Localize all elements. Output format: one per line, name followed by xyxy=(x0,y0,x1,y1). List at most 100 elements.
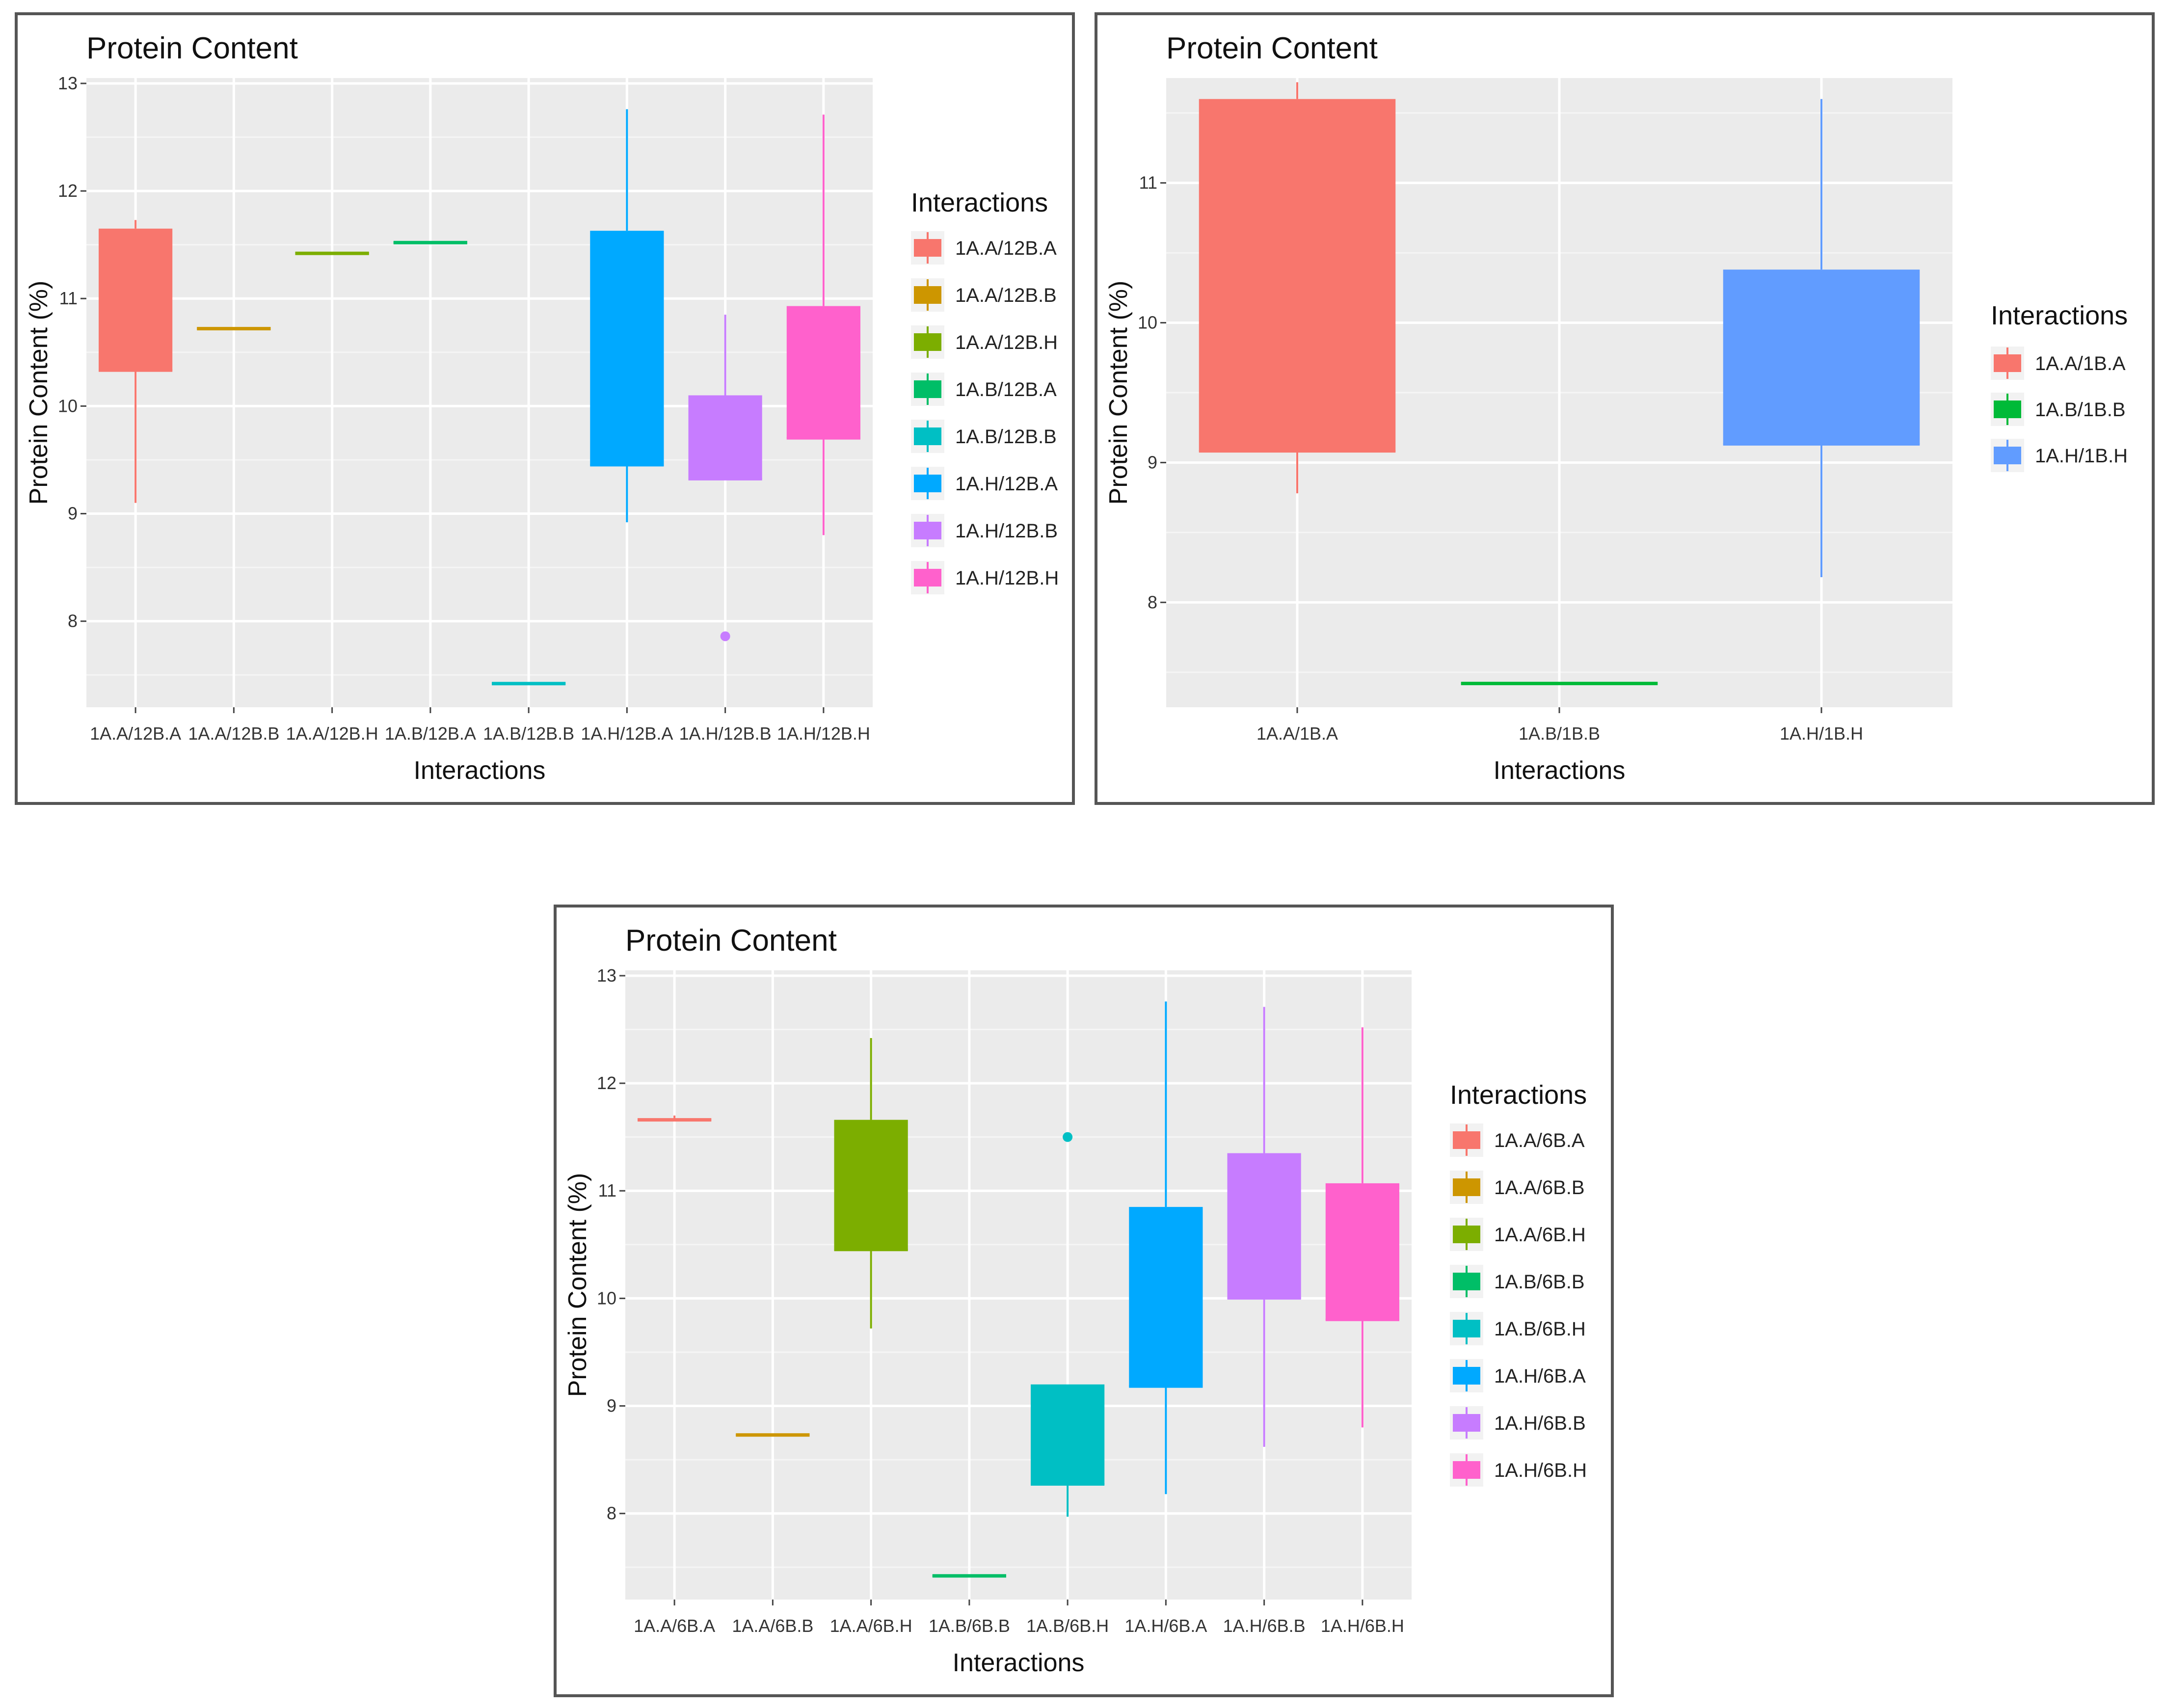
box-group xyxy=(688,315,762,641)
y-tick-label: 12 xyxy=(58,181,78,201)
box-body xyxy=(590,231,664,465)
chart-3: 8 9 10 11 12 13 1A.A/6B.A 1A.A/6B.B 1A.A/6B.H 1A.… xyxy=(563,924,1587,1677)
legend-key-swatch xyxy=(1994,400,2021,418)
box-body xyxy=(1723,269,1920,445)
legend-label: 1A.H/1B.H xyxy=(2035,445,2128,467)
legend-title: Interactions xyxy=(1450,1080,1587,1110)
x-tick-label: 1A.A/6B.A xyxy=(634,1616,715,1636)
y-axis-label: Protein Content (%) xyxy=(25,281,53,505)
box-group xyxy=(932,1574,1006,1578)
legend-label: 1A.H/6B.B xyxy=(1494,1413,1586,1434)
y-tick-label: 13 xyxy=(58,73,78,93)
legend-label: 1A.B/6B.B xyxy=(1494,1271,1585,1293)
legend-item: 1A.A/12B.A xyxy=(911,231,1057,265)
y-tick-label: 9 xyxy=(607,1396,616,1416)
legend-item: 1A.H/12B.A xyxy=(911,467,1058,500)
legend-label: 1A.H/12B.H xyxy=(955,567,1059,589)
legend-item: 1A.A/6B.B xyxy=(1450,1171,1585,1204)
x-axis-label: Interactions xyxy=(414,756,546,785)
x-tick-label: 1A.B/12B.B xyxy=(483,723,574,744)
chart-panel-1: 8 9 10 11 12 13 1A.A/12B.A 1A.A/12B.B 1A.A/12B.H… xyxy=(15,12,1075,805)
legend-item: 1A.A/12B.B xyxy=(911,278,1057,312)
x-tick-label: 1A.B/1B.B xyxy=(1519,723,1600,744)
box-group xyxy=(590,109,664,523)
legend-label: 1A.A/6B.A xyxy=(1494,1130,1585,1151)
legend-key-swatch xyxy=(1453,1131,1480,1149)
chart-title: Protein Content xyxy=(1166,31,1378,65)
legend-item: 1A.H/1B.H xyxy=(1991,439,2128,472)
x-tick-label: 1A.B/12B.A xyxy=(385,723,476,744)
box-body xyxy=(688,395,762,480)
x-tick-label: 1A.H/6B.B xyxy=(1223,1616,1306,1636)
legend-key-swatch xyxy=(1994,447,2021,464)
chart-panel-3: 8 9 10 11 12 13 1A.A/6B.A 1A.A/6B.B 1A.A/6B.H 1A.… xyxy=(554,905,1614,1697)
legend-item: 1A.B/6B.H xyxy=(1450,1312,1586,1345)
legend-item: 1A.B/6B.B xyxy=(1450,1265,1585,1298)
legend-label: 1A.H/6B.A xyxy=(1494,1365,1586,1387)
legend: Interactions 1A.A/6B.A 1A.A/6B.B 1A.A/6B.H 1… xyxy=(1450,1080,1587,1487)
legend-key-swatch xyxy=(1453,1414,1480,1432)
y-tick-label: 8 xyxy=(68,611,78,631)
legend-key-swatch xyxy=(914,522,941,539)
y-tick-label: 12 xyxy=(597,1073,616,1093)
legend-key-swatch xyxy=(914,427,941,445)
x-axis-label: Interactions xyxy=(953,1649,1085,1677)
legend-key-swatch xyxy=(1994,354,2021,372)
legend-key-swatch xyxy=(1453,1320,1480,1337)
box-group xyxy=(1199,82,1396,494)
legend-title: Interactions xyxy=(911,188,1048,217)
box-group xyxy=(197,327,271,331)
box-group xyxy=(834,1038,908,1329)
legend-item: 1A.H/12B.H xyxy=(911,561,1059,594)
x-tick-label: 1A.A/6B.B xyxy=(732,1616,813,1636)
legend-item: 1A.H/6B.B xyxy=(1450,1406,1586,1440)
legend-key-swatch xyxy=(1453,1273,1480,1290)
x-tick-label: 1A.A/1B.A xyxy=(1256,723,1338,744)
legend-item: 1A.B/1B.B xyxy=(1991,393,2126,426)
y-tick-label: 8 xyxy=(1148,592,1157,612)
box-group xyxy=(736,1433,810,1437)
legend-label: 1A.A/12B.A xyxy=(955,238,1057,259)
legend-label: 1A.B/12B.A xyxy=(955,379,1057,400)
box-body xyxy=(99,228,173,371)
box-body xyxy=(834,1120,908,1250)
legend-label: 1A.A/6B.B xyxy=(1494,1177,1585,1199)
x-tick-label: 1A.B/6B.B xyxy=(929,1616,1010,1636)
x-tick-label: 1A.A/12B.A xyxy=(90,723,181,744)
chart-title: Protein Content xyxy=(625,924,837,958)
legend-key-swatch xyxy=(914,239,941,257)
legend-label: 1A.H/12B.B xyxy=(955,520,1058,542)
legend: Interactions 1A.A/1B.A 1A.B/1B.B 1A.H/1B.H xyxy=(1991,301,2128,472)
x-tick-label: 1A.H/12B.H xyxy=(777,723,870,744)
x-tick-label: 1A.H/6B.H xyxy=(1321,1616,1404,1636)
box-group xyxy=(99,220,173,503)
legend-label: 1A.B/12B.B xyxy=(955,426,1057,448)
box-group xyxy=(638,1115,712,1122)
y-tick-label: 13 xyxy=(597,965,616,986)
y-tick-label: 11 xyxy=(598,1180,616,1201)
x-tick-label: 1A.H/12B.A xyxy=(581,723,673,744)
box-group xyxy=(295,251,369,255)
y-tick-label: 9 xyxy=(1148,452,1157,472)
y-tick-label: 11 xyxy=(59,288,78,308)
legend: Interactions 1A.A/12B.A 1A.A/12B.B 1A.A/12B… xyxy=(911,188,1059,594)
box-group xyxy=(1031,1132,1105,1517)
legend-label: 1A.B/1B.B xyxy=(2035,399,2126,421)
legend-label: 1A.A/1B.A xyxy=(2035,353,2126,374)
legend-key-swatch xyxy=(1453,1178,1480,1196)
box-group xyxy=(1325,1027,1399,1428)
legend-key-swatch xyxy=(914,475,941,492)
legend-label: 1A.A/12B.B xyxy=(955,285,1057,306)
box-group xyxy=(1461,682,1658,686)
legend-key-swatch xyxy=(1453,1461,1480,1479)
legend-item: 1A.A/12B.H xyxy=(911,325,1058,359)
y-tick-label: 8 xyxy=(607,1503,616,1523)
x-tick-label: 1A.H/12B.B xyxy=(679,723,772,744)
outlier-point xyxy=(720,631,730,641)
legend-item: 1A.A/1B.A xyxy=(1991,347,2126,380)
legend-label: 1A.A/6B.H xyxy=(1494,1224,1586,1246)
box-group xyxy=(1129,1001,1203,1494)
legend-item: 1A.H/12B.B xyxy=(911,514,1058,547)
box-group xyxy=(1227,1007,1301,1447)
box-body xyxy=(1031,1384,1105,1485)
